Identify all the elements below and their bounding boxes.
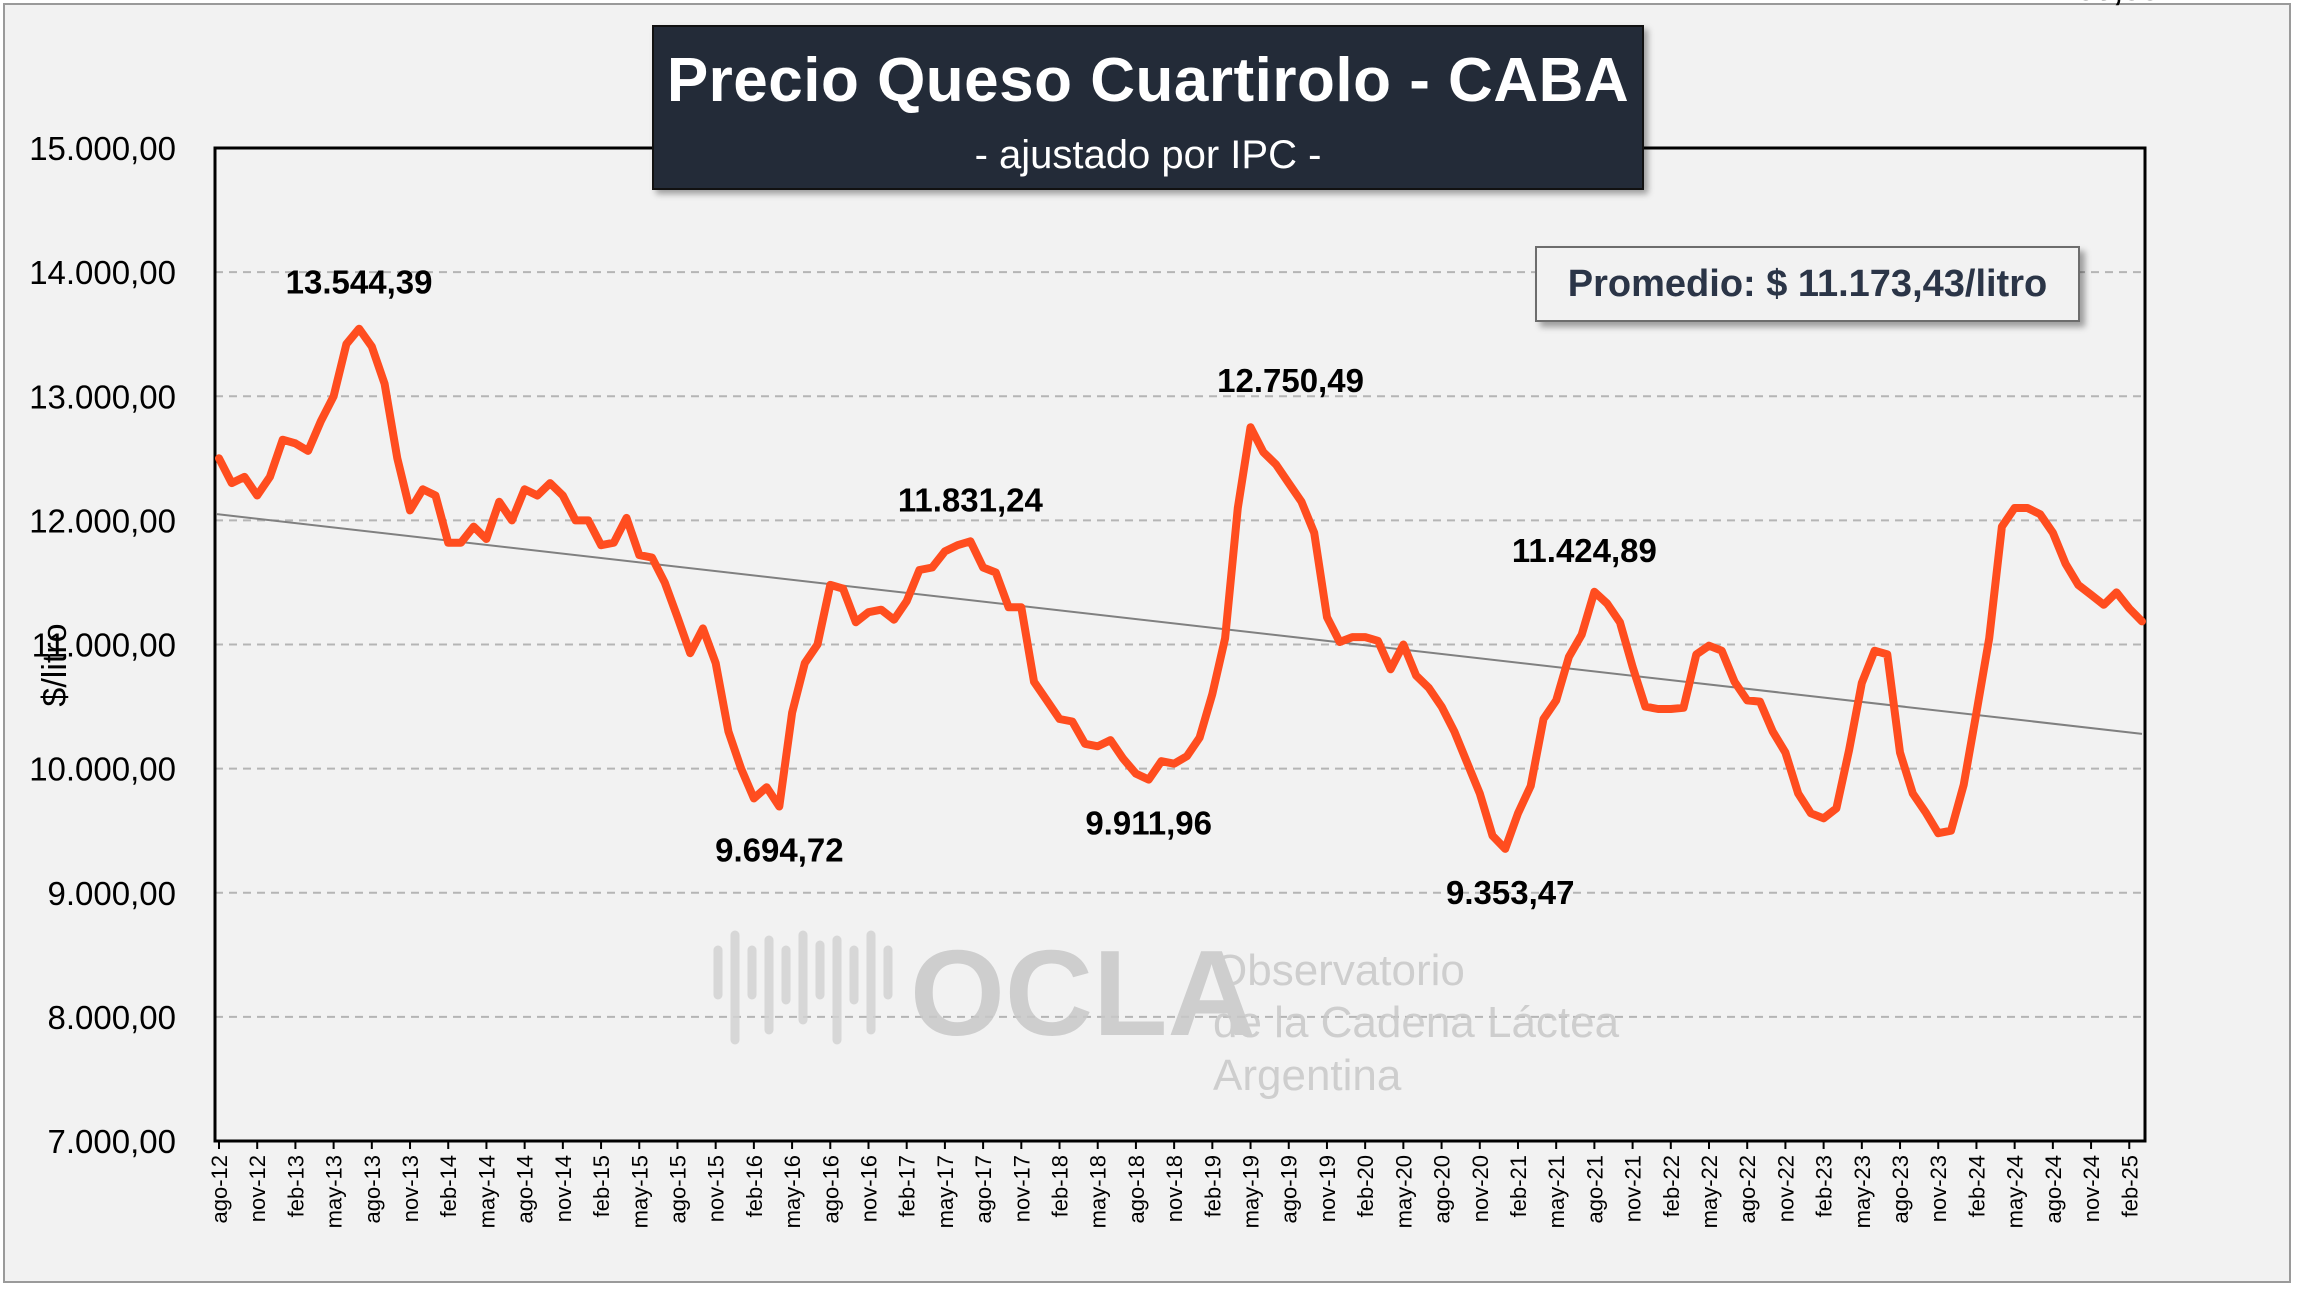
x-axis-ticks: ago-12 nov-12 feb-13 may-13 ago-13 nov-13 feb-…: [207, 1141, 2142, 1228]
x-tick-label: may-17: [933, 1155, 958, 1228]
x-tick-label: feb-25: [2117, 1155, 2142, 1217]
y-tick-label: 7.000,00: [48, 1123, 176, 1160]
x-tick-label: ago-20: [1430, 1155, 1455, 1224]
x-tick-label: may-18: [1086, 1155, 1111, 1228]
data-label: 9.694,72: [715, 832, 843, 869]
x-tick-label: nov-12: [245, 1155, 270, 1222]
logo-line1: Observatorio: [1213, 946, 1465, 995]
x-tick-label: may-22: [1697, 1155, 1722, 1228]
x-tick-label: nov-22: [1773, 1155, 1798, 1222]
x-tick-label: ago-12: [207, 1155, 232, 1224]
y-tick-label: 12.000,00: [29, 502, 176, 539]
x-tick-label: feb-15: [589, 1155, 614, 1217]
x-tick-label: ago-21: [1582, 1155, 1607, 1224]
data-label: 11.831,24: [898, 481, 1044, 518]
average-badge: Promedio: $ 11.173,43/litro: [1535, 246, 2080, 322]
y-tick-label: 15.000,00: [29, 130, 176, 167]
x-tick-label: nov-23: [1926, 1155, 1951, 1222]
x-tick-label: ago-22: [1735, 1155, 1760, 1224]
x-tick-label: nov-24: [2079, 1155, 2104, 1222]
x-tick-label: ago-16: [818, 1155, 843, 1224]
chart-subtitle: - ajustado por IPC -: [974, 133, 1322, 177]
x-tick-label: feb-19: [1200, 1155, 1225, 1217]
x-tick-label: nov-19: [1315, 1155, 1340, 1222]
x-tick-label: feb-18: [1048, 1155, 1073, 1217]
x-tick-label: ago-17: [971, 1155, 996, 1224]
x-tick-label: nov-18: [1162, 1155, 1187, 1222]
x-tick-label: feb-23: [1812, 1155, 1837, 1217]
x-tick-label: nov-14: [551, 1155, 576, 1222]
x-tick-label: feb-13: [283, 1155, 308, 1217]
data-label: 11.424,89: [1512, 532, 1657, 569]
logo-wordmark: OCLA: [910, 925, 1256, 1061]
x-tick-label: feb-21: [1506, 1155, 1531, 1217]
x-tick-label: may-20: [1391, 1155, 1416, 1228]
logo-line3: Argentina: [1213, 1051, 1402, 1100]
x-tick-label: feb-22: [1659, 1155, 1684, 1217]
y-tick-label: 9.000,00: [48, 875, 176, 912]
y-tick-label: 13.000,00: [29, 378, 176, 415]
y-tick-label: 14.000,00: [29, 254, 176, 291]
x-tick-label: may-23: [1850, 1155, 1875, 1228]
x-tick-label: may-16: [780, 1155, 805, 1228]
x-tick-label: ago-24: [2041, 1155, 2066, 1224]
x-tick-label: nov-13: [398, 1155, 423, 1222]
x-tick-label: may-19: [1239, 1155, 1264, 1228]
x-tick-label: ago-14: [513, 1155, 538, 1224]
x-tick-label: nov-17: [1009, 1155, 1034, 1222]
x-tick-label: ago-13: [360, 1155, 385, 1224]
x-tick-label: ago-15: [665, 1155, 690, 1224]
x-tick-label: feb-14: [436, 1155, 461, 1217]
chart-title: Precio Queso Cuartirolo - CABA: [666, 46, 1630, 115]
data-label: 9.353,47: [1446, 874, 1574, 911]
data-label: 9.911,96: [1085, 805, 1212, 842]
x-tick-label: may-21: [1544, 1155, 1569, 1228]
x-tick-label: nov-20: [1468, 1155, 1493, 1222]
x-tick-label: may-14: [474, 1155, 499, 1228]
data-label: 13.544,39: [286, 264, 433, 301]
x-tick-label: feb-17: [895, 1155, 920, 1217]
x-tick-label: ago-23: [1888, 1155, 1913, 1224]
x-tick-label: feb-24: [1964, 1155, 1989, 1217]
y-tick-label: 11.000,00: [32, 627, 176, 664]
x-tick-label: feb-16: [742, 1155, 767, 1217]
series-line-precio: [215, 324, 2146, 853]
chart-frame: [3, 3, 2291, 1283]
ocla-logo: OCLA Observatorio de la Cadena Láctea Ar…: [713, 925, 1620, 1100]
y-tick-label: 10.000,00: [29, 751, 176, 788]
data-label: 12.750,49: [1217, 362, 1364, 399]
x-tick-label: ago-19: [1277, 1155, 1302, 1224]
data-label: 11.185,88: [2014, 0, 2159, 7]
trend-line: [216, 513, 2143, 735]
y-axis-ticks: 7.000,00 8.000,00 9.000,00 10.000,00 11.000,…: [29, 130, 176, 1160]
logo-line2: de la Cadena Láctea: [1213, 998, 1620, 1047]
gridlines: [215, 271, 2145, 1018]
x-tick-label: nov-16: [856, 1155, 881, 1222]
x-tick-label: feb-20: [1353, 1155, 1378, 1217]
x-tick-label: may-15: [627, 1155, 652, 1228]
x-tick-label: may-24: [2003, 1155, 2028, 1228]
data-labels: 13.544,39 9.694,72 11.831,24 9.911,96 12.750…: [286, 0, 2160, 911]
x-tick-label: nov-21: [1621, 1155, 1646, 1222]
x-tick-label: nov-15: [704, 1155, 729, 1222]
x-tick-label: ago-18: [1124, 1155, 1149, 1224]
y-axis-label: $/litro: [36, 623, 74, 707]
y-tick-label: 8.000,00: [48, 999, 176, 1036]
title-box: Precio Queso Cuartirolo - CABA - ajustad…: [652, 25, 1644, 190]
x-tick-label: may-13: [322, 1155, 347, 1228]
